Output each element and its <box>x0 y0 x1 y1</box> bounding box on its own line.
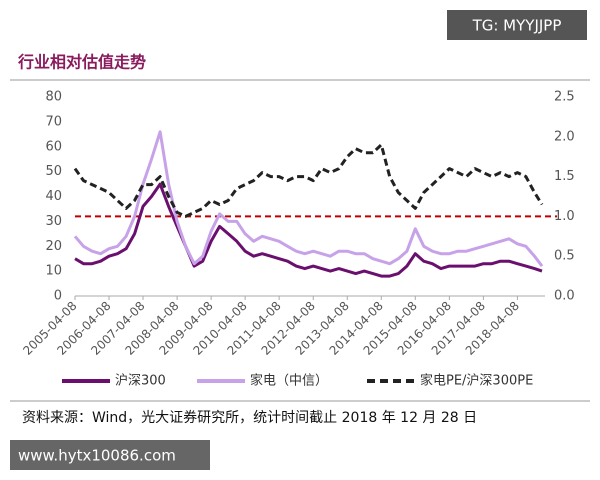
y-tick-label: 50 <box>45 164 62 179</box>
y2-tick-label: 2.5 <box>554 90 575 105</box>
y-tick-label: 10 <box>45 264 62 279</box>
watermark: www.hytx10086.com <box>18 447 176 465</box>
y-tick-label: 0 <box>54 289 62 304</box>
y-tick-label: 30 <box>45 214 62 229</box>
watermark-box <box>10 440 210 470</box>
y-tick-label: 40 <box>45 189 62 204</box>
legend-label: 家电PE/沪深300PE <box>420 373 533 389</box>
y2-tick-label: 0.0 <box>554 289 575 304</box>
series-line <box>73 143 544 218</box>
y-tick-label: 20 <box>45 239 62 254</box>
source: 资料来源：Wind，光大证券研究所，统计时间截止 2018 年 12 月 28 … <box>22 410 477 426</box>
y2-tick-label: 2.0 <box>554 129 575 144</box>
y2-tick-label: 1.5 <box>554 169 575 184</box>
legend-label: 沪深300 <box>115 373 166 389</box>
y2-tick-label: 0.5 <box>554 249 575 264</box>
legend-label: 家电（中信） <box>250 373 328 389</box>
watermark-box <box>447 10 587 40</box>
y-tick-label: 80 <box>45 90 62 105</box>
y-tick-label: 70 <box>45 114 62 129</box>
series-line <box>73 130 544 268</box>
y-tick-label: 60 <box>45 139 62 154</box>
y2-tick-label: 1.0 <box>554 209 575 224</box>
chart-title: 行业相对估值走势 <box>17 53 146 72</box>
watermark: TG: MYYJJPP <box>472 17 562 35</box>
series-line <box>74 182 543 278</box>
